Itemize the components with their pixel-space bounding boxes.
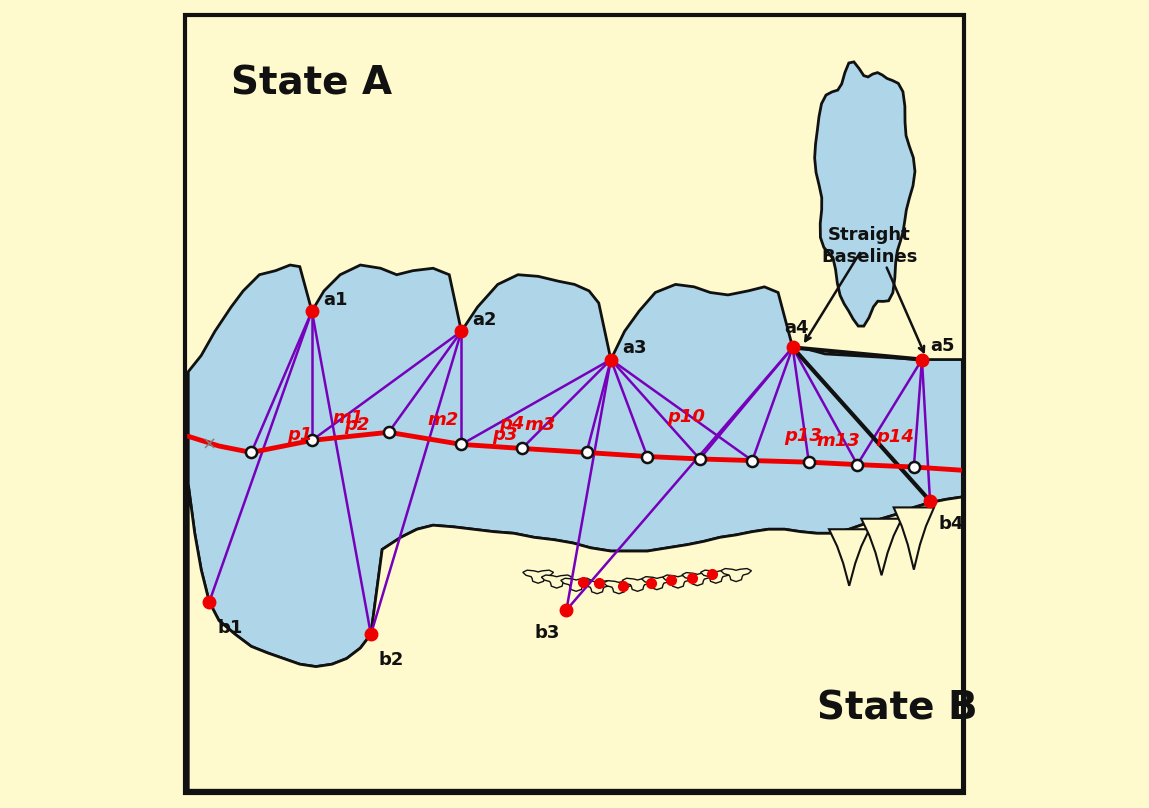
Polygon shape: [581, 581, 612, 594]
Text: p2: p2: [345, 416, 370, 434]
Text: Straight
Baselines: Straight Baselines: [822, 226, 918, 267]
Text: m13: m13: [817, 432, 861, 450]
Polygon shape: [561, 579, 592, 591]
Text: b2: b2: [379, 651, 404, 669]
Polygon shape: [720, 569, 751, 582]
Polygon shape: [641, 577, 672, 590]
Text: p3: p3: [492, 426, 517, 444]
Text: p13: p13: [785, 427, 823, 445]
Polygon shape: [830, 529, 870, 586]
Text: a3: a3: [622, 339, 647, 357]
Polygon shape: [663, 575, 693, 588]
Polygon shape: [862, 519, 902, 575]
Polygon shape: [894, 507, 934, 570]
Text: p1: p1: [287, 426, 313, 444]
Text: b3: b3: [534, 625, 560, 642]
Text: p4: p4: [500, 415, 525, 433]
Text: a5: a5: [930, 338, 955, 356]
Text: b1: b1: [217, 619, 242, 637]
Text: m1: m1: [332, 410, 363, 427]
Text: m3: m3: [524, 416, 556, 434]
Polygon shape: [701, 570, 731, 583]
Polygon shape: [188, 485, 963, 790]
Polygon shape: [541, 575, 572, 588]
Text: a1: a1: [323, 291, 348, 309]
Polygon shape: [603, 581, 634, 594]
Text: p10: p10: [668, 408, 705, 426]
Polygon shape: [623, 579, 653, 591]
Text: p14: p14: [876, 428, 913, 446]
Text: b4: b4: [938, 516, 964, 533]
Text: ×: ×: [202, 436, 217, 453]
Polygon shape: [815, 62, 915, 326]
Polygon shape: [188, 265, 963, 667]
Text: a4: a4: [785, 319, 809, 337]
Text: m2: m2: [427, 411, 458, 429]
Text: State B: State B: [817, 689, 978, 727]
Polygon shape: [523, 570, 554, 583]
Polygon shape: [683, 573, 712, 586]
Text: a2: a2: [472, 311, 498, 329]
Text: State A: State A: [231, 65, 392, 103]
